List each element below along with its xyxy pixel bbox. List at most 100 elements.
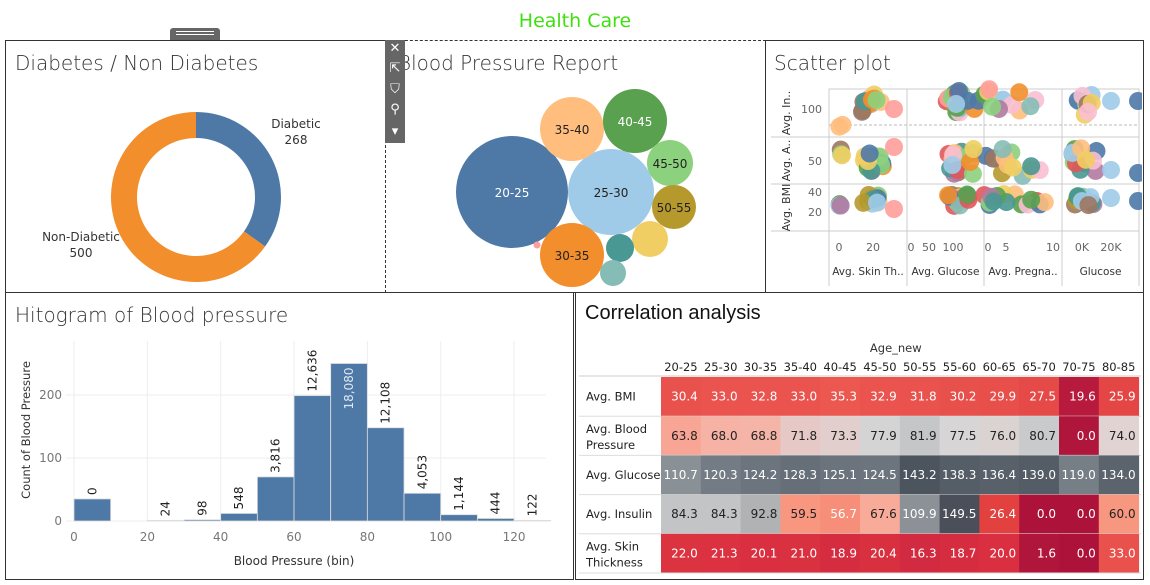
heatmap-cell-value: 21.3 xyxy=(711,546,738,560)
heatmap-cell xyxy=(1059,494,1100,535)
heatmap-cell-value: 20.0 xyxy=(989,546,1016,560)
histogram-bar xyxy=(146,519,185,522)
scatter-point xyxy=(1102,189,1120,207)
more-dropdown-icon[interactable]: ▾ xyxy=(391,124,399,139)
heatmap-cell-value: 59.5 xyxy=(790,507,817,521)
heatmap-cell-value: 134.0 xyxy=(1101,468,1135,482)
scatter-point xyxy=(1129,164,1142,182)
heatmap-cell xyxy=(860,416,901,456)
scatter-col-tick: 0 xyxy=(908,241,915,254)
scatter-point xyxy=(885,200,903,218)
heatmap-cell-value: 68.8 xyxy=(751,429,778,443)
scatter-point xyxy=(939,186,958,205)
scatter-point xyxy=(958,185,977,204)
heatmap-cell-value: 29.9 xyxy=(989,390,1016,404)
bubble-label: 30-35 xyxy=(555,249,590,263)
drag-handle[interactable] xyxy=(170,28,220,40)
scatter-point xyxy=(947,94,966,113)
heatmap-cell xyxy=(1019,533,1060,574)
column-header: 80-85 xyxy=(1102,360,1135,374)
heatmap-cell-value: 16.3 xyxy=(910,546,937,560)
close-icon[interactable]: ✕ xyxy=(389,41,401,56)
donut-label: Diabetic xyxy=(271,117,321,131)
scatter-col-tick: 5 xyxy=(1003,241,1010,254)
bar-data-label: 1,144 xyxy=(452,476,466,510)
heatmap-cell xyxy=(740,494,781,535)
scatter-panel: Scatter plot Avg. In.. 100 Avg. A.. 50 Avg. … xyxy=(765,40,1144,293)
column-header: 70-75 xyxy=(1062,360,1095,374)
row-label-line1: Avg. Skin xyxy=(586,539,639,553)
heatmap-cell-value: 125.1 xyxy=(823,468,857,482)
x-tick-label: 40 xyxy=(213,530,228,544)
heatmap-cell xyxy=(1098,416,1140,456)
x-tick-label: 80 xyxy=(360,530,375,544)
heatmap-cell-value: 136.4 xyxy=(982,468,1016,482)
scatter-point xyxy=(833,115,852,134)
heatmap-cell xyxy=(820,377,861,417)
heatmap-cell xyxy=(780,377,821,417)
heatmap-cell-value: 30.2 xyxy=(950,390,977,404)
heatmap-cell-value: 67.6 xyxy=(870,507,897,521)
scatter-point xyxy=(1010,83,1029,102)
heatmap-cell xyxy=(939,455,980,496)
heatmap-cell xyxy=(899,416,941,456)
histogram-bar xyxy=(293,395,332,522)
scatter-row-label: Avg. A.. xyxy=(780,140,793,182)
row-label: Avg. Insulin xyxy=(586,507,652,521)
scatter-point xyxy=(885,138,903,156)
heatmap-cell xyxy=(740,533,781,574)
row-label-line1: Avg. Blood xyxy=(586,422,647,436)
heatmap-cell-value: 0.0 xyxy=(1037,507,1056,521)
heatmap-cell-value: 33.0 xyxy=(790,390,817,404)
heatmap-cell-value: 26.4 xyxy=(989,507,1016,521)
bubble-unlabeled xyxy=(632,221,668,257)
scatter-col-tick: 10 xyxy=(1046,241,1060,254)
bubble-50-55 xyxy=(652,185,696,229)
heatmap-cell xyxy=(780,455,821,496)
filter-icon[interactable]: ⛉ xyxy=(390,82,400,97)
scatter-point xyxy=(860,144,879,163)
scatter-point xyxy=(993,140,1012,159)
heatmap-cell-value: 60.0 xyxy=(1109,507,1136,521)
heatmap-cell-value: 73.3 xyxy=(830,429,857,443)
scatter-point xyxy=(1079,102,1098,121)
popout-icon[interactable]: ⇱ xyxy=(389,61,401,76)
scatter-point xyxy=(868,193,887,212)
pin-icon[interactable]: ⚲ xyxy=(390,102,400,117)
heatmap-cell-value: 31.8 xyxy=(910,390,937,404)
bar-data-label: 4,053 xyxy=(415,455,429,489)
scatter-point xyxy=(833,146,852,165)
scatter-col-label: Glucose xyxy=(1080,266,1122,278)
scatter-col-label: Avg. Pregna.. xyxy=(988,266,1057,278)
scatter-point xyxy=(983,97,1002,116)
histogram-bar xyxy=(440,514,478,522)
heatmap-cell xyxy=(1019,494,1060,535)
bubble-panel: Blood Pressure Report 20-25 25-30 30-35 35-… xyxy=(385,40,766,293)
heatmap-cell xyxy=(979,533,1020,574)
heatmap-cell xyxy=(1098,455,1140,496)
heatmap-cell-value: 20.1 xyxy=(751,546,778,560)
heatmap-cell-value: 76.0 xyxy=(989,429,1016,443)
heatmap-chart: Age_new 20-25 25-30 30-35 35-40 40-45 45-50 50-… xyxy=(579,341,1141,574)
heatmap-cell-value: 124.5 xyxy=(862,468,896,482)
heatmap-cell xyxy=(939,533,980,574)
donut-slice-non-diabetic xyxy=(111,112,266,282)
heatmap-cell xyxy=(1098,533,1140,574)
heatmap-cell xyxy=(939,416,980,456)
heatmap-cell xyxy=(1019,455,1060,496)
scatter-row-label: Avg. BMI xyxy=(780,184,793,232)
x-tick-label: 100 xyxy=(429,530,452,544)
heatmap-cell-value: 1.6 xyxy=(1037,546,1056,560)
x-axis-title: Blood Pressure (bin) xyxy=(234,554,355,568)
heatmap-cell-value: 33.0 xyxy=(1109,546,1136,560)
y-axis-title: Count of Blood Pressure xyxy=(19,361,33,499)
scatter-point xyxy=(1102,161,1120,179)
bar-data-label: 548 xyxy=(232,487,246,510)
heatmap-cell-value: 143.2 xyxy=(902,468,936,482)
heatmap-cell xyxy=(979,377,1020,417)
heatmap-cell xyxy=(899,377,941,417)
bubble-label: 20-25 xyxy=(495,186,530,200)
histogram-bar xyxy=(366,427,405,522)
heatmap-cell-value: 77.9 xyxy=(870,429,897,443)
scatter-col-tick: 20K xyxy=(1100,241,1122,254)
